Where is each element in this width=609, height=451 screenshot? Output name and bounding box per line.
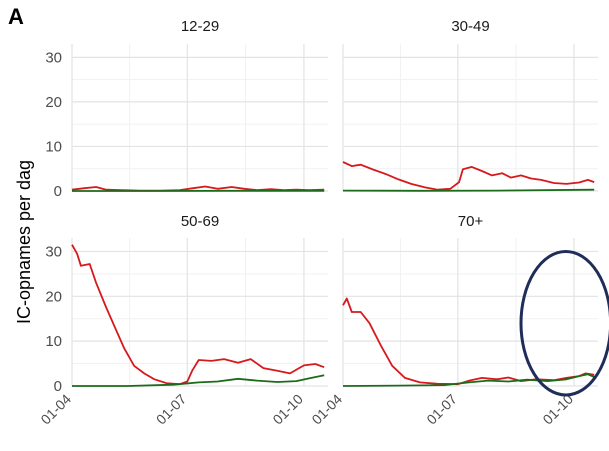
x-tick-label: 01-10 xyxy=(269,391,306,428)
highlight-ellipse xyxy=(519,249,609,397)
y-tick-label: 0 xyxy=(54,183,62,200)
x-tick-label: 01-04 xyxy=(37,391,74,428)
y-tick-label: 10 xyxy=(45,333,62,350)
facet-title: 70+ xyxy=(458,213,484,230)
y-tick-label: 20 xyxy=(45,288,62,305)
y-tick-label: 10 xyxy=(45,138,62,155)
annotation-layer xyxy=(519,249,609,397)
facet-50-69: 50-69 0 10 20 30 01-04 01-07 01-10 xyxy=(37,213,328,427)
x-tick-label: 01-07 xyxy=(153,391,190,428)
x-tick-label: 01-07 xyxy=(423,391,460,428)
series-line-1 xyxy=(71,244,325,386)
facet-title: 12-29 xyxy=(181,18,219,35)
facet-12-29: 12-29 0 10 20 30 xyxy=(45,18,328,200)
y-axis-label: IC-opnames per dag xyxy=(14,160,34,324)
x-tick-label: 01-04 xyxy=(308,391,345,428)
facet-title: 50-69 xyxy=(181,213,219,230)
facet-title: 30-49 xyxy=(451,18,489,35)
series-line-2 xyxy=(72,374,325,387)
series-line-2 xyxy=(342,373,595,387)
y-tick-label: 0 xyxy=(54,378,62,395)
y-tick-label: 20 xyxy=(45,94,62,111)
panel-letter: A xyxy=(8,4,24,29)
y-tick-label: 30 xyxy=(45,49,62,66)
x-tick-label: 01-10 xyxy=(539,391,576,428)
y-tick-label: 30 xyxy=(45,243,62,260)
facet-grid: 12-29 0 10 20 30 30-49 50-69 0 10 20 30 01-04 01-07 0… xyxy=(37,18,598,427)
facet-30-49: 30-49 xyxy=(342,18,598,192)
facet-70: 70+ 01-04 01-07 01-10 xyxy=(308,213,598,427)
series-line-2 xyxy=(342,188,595,192)
series-line-1 xyxy=(342,161,595,191)
